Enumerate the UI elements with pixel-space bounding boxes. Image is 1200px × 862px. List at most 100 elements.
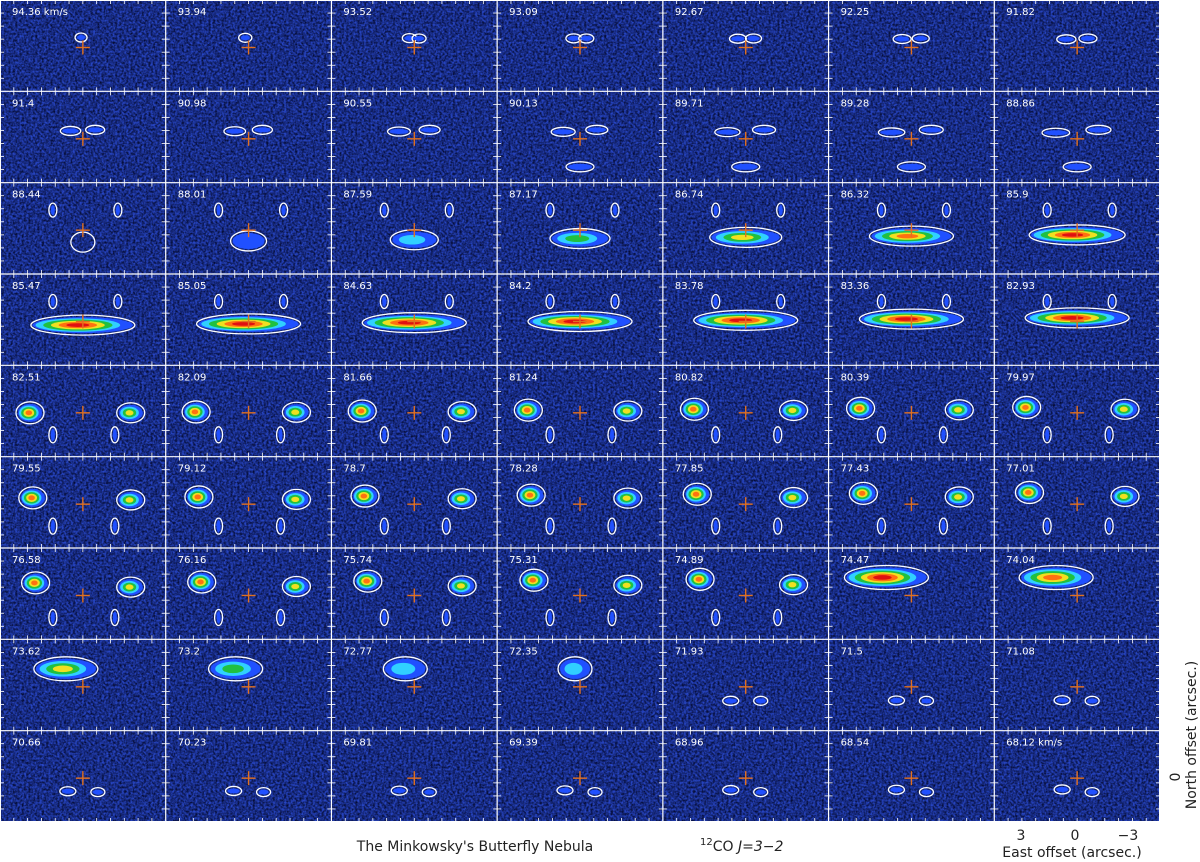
contour — [116, 489, 146, 511]
contour — [1085, 124, 1112, 135]
emission — [191, 409, 199, 415]
emission — [689, 406, 697, 412]
contour — [33, 656, 99, 682]
contour — [1056, 34, 1077, 45]
contour — [550, 126, 576, 137]
velocity-label: 83.36 — [841, 281, 870, 292]
contour — [386, 126, 412, 137]
emission — [755, 789, 766, 795]
contour — [1084, 695, 1100, 706]
contour — [513, 398, 543, 422]
contour — [281, 488, 312, 511]
velocity-label: 83.78 — [675, 281, 704, 292]
contour — [116, 402, 146, 424]
contour — [722, 784, 740, 796]
contour — [944, 486, 974, 508]
velocity-label: 93.94 — [178, 7, 207, 18]
velocity-label: 82.51 — [12, 372, 41, 383]
emission — [1061, 233, 1084, 237]
contour — [1012, 395, 1042, 420]
contour — [281, 575, 312, 598]
contour — [18, 486, 48, 510]
contour — [944, 399, 974, 421]
emission — [258, 789, 269, 795]
velocity-label: 75.31 — [509, 555, 538, 566]
velocity-label: 72.35 — [509, 646, 538, 657]
emission — [115, 296, 120, 307]
emission — [610, 428, 614, 441]
emission — [447, 205, 452, 216]
contour — [711, 293, 721, 310]
contour — [545, 517, 555, 535]
contour — [556, 785, 574, 796]
contour — [213, 517, 224, 535]
velocity-label: 78.7 — [343, 464, 365, 475]
emission — [50, 428, 55, 441]
contour — [213, 608, 224, 627]
contour — [938, 426, 949, 444]
contour — [1018, 564, 1094, 591]
contour — [896, 161, 927, 173]
emission — [281, 296, 286, 307]
emission — [692, 491, 700, 497]
emission — [713, 428, 718, 441]
contour — [447, 488, 477, 510]
emission — [1080, 35, 1095, 41]
emission — [713, 205, 718, 216]
emission — [382, 205, 387, 216]
velocity-label: 92.67 — [675, 7, 704, 18]
contour — [1053, 695, 1071, 706]
line-label: 12CO J=3−2 — [700, 837, 783, 855]
contour — [1042, 293, 1052, 310]
velocity-label: 74.47 — [841, 555, 870, 566]
emission — [28, 495, 35, 501]
contour — [877, 127, 906, 138]
contour — [610, 293, 620, 310]
contour — [876, 426, 887, 444]
contour — [685, 567, 715, 591]
emission — [50, 611, 55, 624]
velocity-label: 81.24 — [509, 372, 538, 383]
contour — [379, 426, 389, 444]
contour — [116, 576, 146, 598]
emission — [1087, 698, 1098, 704]
velocity-label: 71.08 — [1006, 646, 1035, 657]
emission — [526, 492, 534, 498]
contour — [1014, 480, 1045, 505]
emission — [713, 296, 718, 307]
contour — [441, 426, 451, 444]
emission — [1060, 316, 1084, 320]
contour — [941, 202, 952, 218]
emission — [225, 128, 244, 134]
emission — [112, 611, 117, 624]
transition: J=3−2 — [735, 839, 783, 855]
emission — [112, 428, 117, 441]
emission — [363, 578, 370, 584]
contour — [887, 784, 906, 795]
emission — [778, 205, 783, 216]
velocity-label: 82.93 — [1006, 281, 1035, 292]
velocity-label: 74.04 — [1006, 555, 1035, 566]
emission — [954, 494, 963, 500]
emission — [747, 35, 760, 41]
emission — [568, 163, 592, 170]
contour — [275, 608, 286, 627]
emission — [447, 296, 452, 307]
contour — [613, 400, 643, 422]
emission — [281, 205, 286, 216]
contour — [1110, 485, 1140, 508]
velocity-label: 88.01 — [178, 190, 207, 201]
contour — [48, 202, 58, 218]
contour — [607, 517, 617, 535]
velocity-label: 93.52 — [343, 7, 372, 18]
velocity-label: 79.97 — [1006, 372, 1035, 383]
emission — [788, 582, 797, 588]
contour — [744, 33, 763, 44]
emission — [389, 129, 409, 135]
velocity-label: 81.66 — [343, 372, 372, 383]
emission — [921, 789, 932, 795]
velocity-label: 68.12 km/s — [1006, 738, 1062, 749]
contour — [918, 124, 944, 135]
contour — [347, 399, 377, 423]
contour — [565, 161, 595, 173]
